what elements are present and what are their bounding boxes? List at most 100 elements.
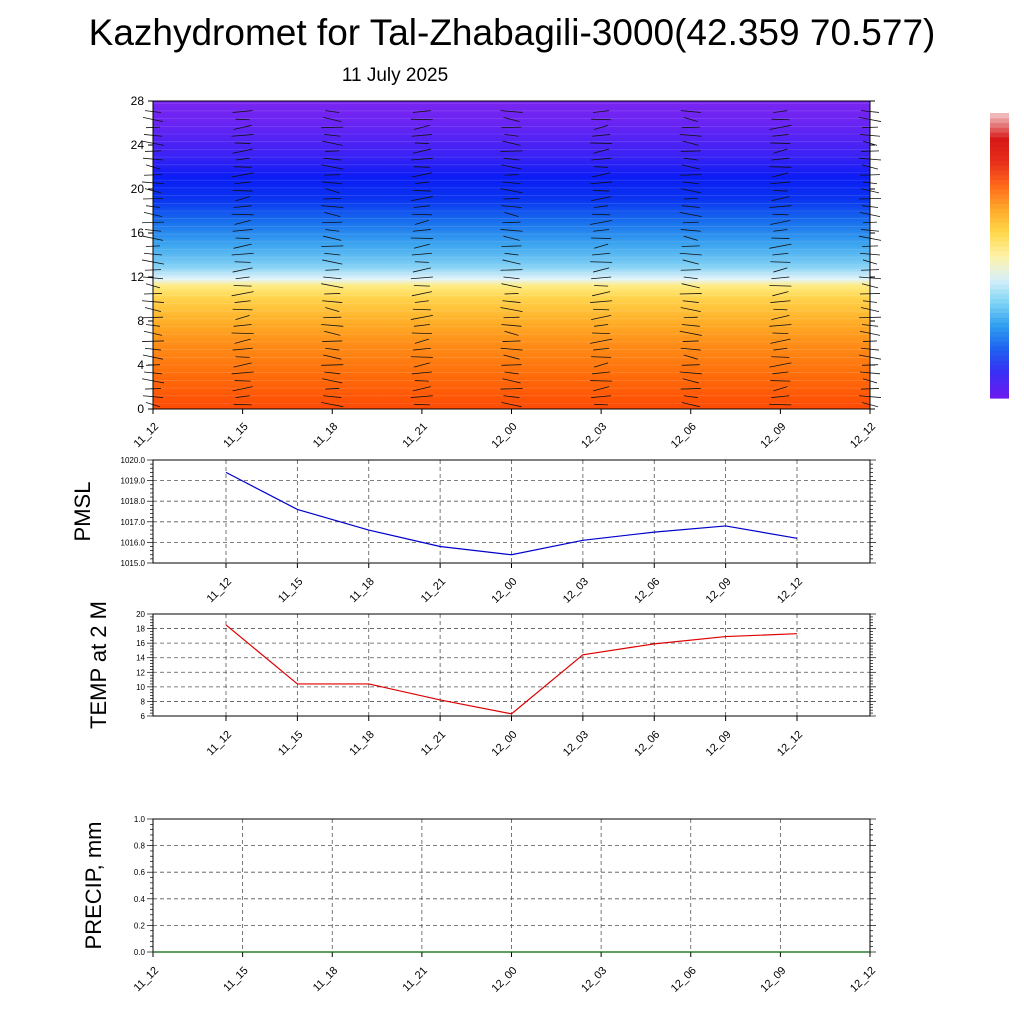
wind-barb [679, 212, 702, 218]
x-tick-label: 12_03 [579, 965, 609, 995]
wind-barb [504, 252, 519, 256]
wind-barb [591, 196, 612, 202]
wind-barb [679, 293, 702, 295]
wind-barb [500, 150, 523, 152]
wind-barb [680, 229, 701, 232]
colorbar-swatch [990, 155, 1009, 162]
x-tick-label: 12_09 [758, 965, 788, 995]
wind-barb [503, 316, 520, 319]
colorbar-swatch [990, 122, 1009, 128]
wind-barb [324, 174, 341, 176]
y-tick-label: 20 [136, 610, 145, 619]
wind-barb [680, 307, 701, 313]
wind-barb [683, 235, 698, 241]
x-tick-label: 11_15 [276, 729, 306, 759]
wind-barb [594, 124, 609, 130]
colorbar-swatch [990, 307, 1009, 314]
y-tick-label: 1016.0 [121, 538, 146, 547]
wind-barb [683, 395, 698, 398]
wind-barb [594, 324, 609, 327]
temp-panel: 6 8 10 12 14 16 18 20 11_12 11_15 11_18 11_21 12_00 1… [86, 601, 876, 759]
y-tick-label: 8 [137, 314, 144, 328]
wind-barb [502, 300, 521, 303]
temp-ylabel: TEMP at 2 M [86, 601, 111, 729]
wind-barb [771, 237, 790, 239]
x-tick-label: 12_12 [848, 965, 878, 995]
wind-barb [235, 237, 250, 239]
y-tick-label: 8 [141, 697, 146, 706]
colorbar-swatch [990, 364, 1009, 371]
colorbar-swatch [990, 269, 1009, 276]
wind-barb [503, 116, 520, 122]
wind-barb [679, 330, 702, 336]
wind-barb [682, 300, 699, 303]
wind-barb [772, 213, 789, 216]
wind-barb [411, 291, 432, 297]
wind-barb [410, 276, 433, 280]
wind-barb [413, 205, 430, 208]
wind-barb [591, 356, 612, 358]
x-tick-label: 12_09 [704, 576, 734, 606]
x-tick-label: 11_15 [221, 421, 251, 451]
wind-barb [325, 347, 340, 351]
wind-barb [232, 190, 253, 192]
wind-barb [769, 166, 792, 168]
wind-barb [590, 181, 613, 185]
colorbar-swatch [990, 179, 1009, 185]
y-tick-label: 1015.0 [121, 559, 146, 568]
wind-barb [233, 403, 252, 406]
wind-barb [321, 402, 344, 408]
wind-barb [324, 252, 341, 256]
wind-barb [590, 300, 613, 303]
wind-barb [770, 380, 791, 382]
wind-barb [501, 126, 522, 129]
wind-barb [503, 197, 520, 200]
wind-barb [769, 124, 792, 130]
wind-barb [413, 166, 430, 168]
wind-barb [321, 245, 344, 247]
wind-barb [681, 324, 700, 327]
wind-barb [410, 157, 433, 161]
wind-barb [323, 197, 342, 200]
wind-barb [321, 126, 344, 129]
colorbar-swatch [990, 350, 1009, 356]
wind-barb [769, 205, 792, 208]
wind-barb [500, 307, 523, 313]
wind-barb [232, 267, 253, 273]
wind-barb [590, 380, 613, 382]
x-tick-label: 12_03 [579, 421, 609, 451]
wind-barb [323, 157, 342, 161]
y-tick-label: 0.8 [134, 842, 146, 851]
colorbar-swatch [990, 117, 1009, 124]
wind-barb [411, 371, 432, 375]
colorbar-swatch [990, 193, 1009, 200]
pmsl-ylabel: PMSL [70, 482, 95, 542]
wind-barb [772, 371, 789, 375]
colorbar-swatch [990, 303, 1009, 309]
wind-barb [322, 221, 343, 224]
wind-barb [590, 261, 613, 263]
wind-barb [323, 316, 342, 319]
wind-barb [235, 314, 250, 320]
wind-barb [410, 196, 433, 202]
wind-barb [770, 300, 791, 303]
wind-barb [593, 229, 610, 232]
colorbar-swatch [990, 160, 1009, 166]
wind-barb [323, 116, 342, 122]
colorbar-swatch [990, 222, 1009, 228]
x-tick-label: 12_09 [758, 421, 788, 451]
wind-barb [590, 338, 613, 344]
wind-barb [681, 126, 700, 129]
wind-barb [500, 110, 523, 113]
wind-barb [412, 229, 431, 232]
wind-barb [771, 395, 790, 398]
colorbar-swatch [990, 250, 1009, 257]
colorbar-swatch [990, 383, 1009, 390]
wind-barb [773, 148, 788, 154]
wind-barb [233, 205, 252, 208]
wind-barb [773, 190, 788, 192]
wind-barb [234, 142, 251, 144]
wind-barb [504, 330, 519, 336]
colorbar-swatch [990, 165, 1009, 171]
